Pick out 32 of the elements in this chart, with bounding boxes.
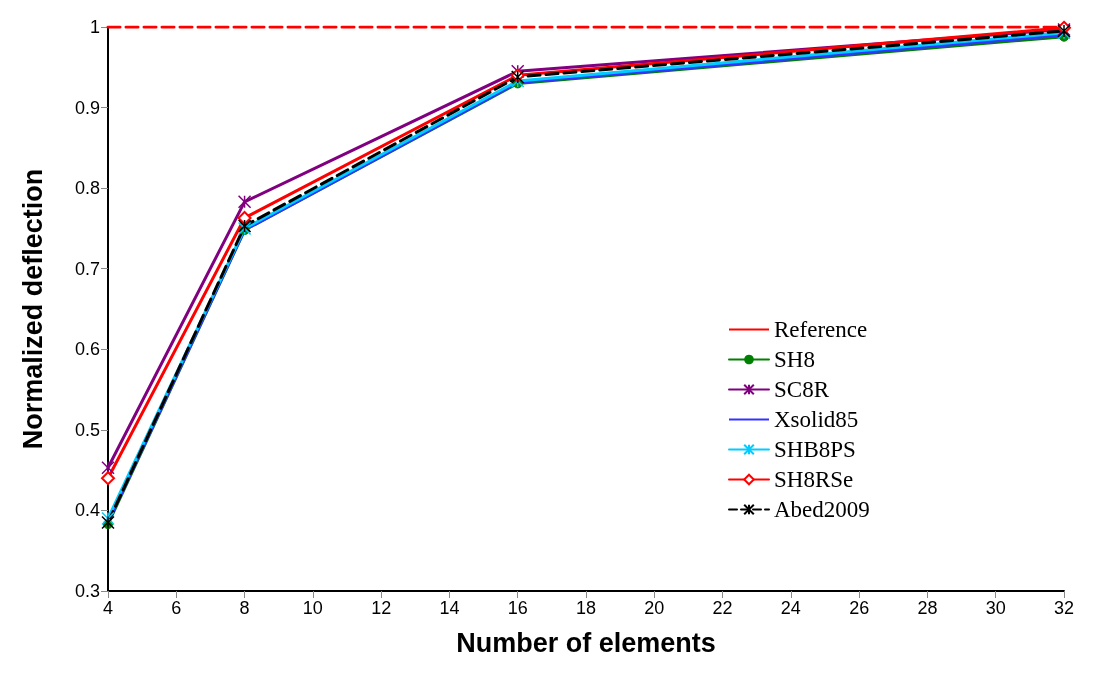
legend-label: Reference: [774, 317, 868, 342]
legend-label: SH8: [774, 347, 815, 372]
legend-label: SHB8PS: [774, 437, 856, 462]
y-tick-label: 0.3: [74, 581, 100, 601]
x-tick-label: 22: [712, 598, 733, 618]
y-tick-label: 0.9: [74, 97, 100, 118]
x-tick-label: 24: [780, 598, 801, 618]
legend-label: Abed2009: [774, 497, 870, 522]
y-tick-label: 1: [89, 17, 100, 37]
x-tick-label: 28: [917, 598, 938, 618]
x-tick-label: 16: [507, 598, 528, 618]
y-tick-label: 0.6: [74, 339, 100, 360]
x-tick-label: 20: [644, 598, 665, 618]
y-tick-label: 0.8: [74, 178, 100, 199]
legend-label: SC8R: [774, 377, 830, 402]
y-tick-label: 0.7: [74, 258, 100, 279]
x-tick-label: 8: [239, 598, 250, 618]
legend-label: Xsolid85: [774, 407, 859, 432]
legend-label: SH8RSe: [774, 467, 854, 492]
x-tick-label: 6: [171, 598, 182, 618]
x-tick-label: 14: [439, 598, 460, 618]
x-tick-label: 18: [575, 598, 597, 618]
x-tick-label: 26: [849, 598, 870, 618]
x-tick-label: 12: [371, 598, 392, 618]
x-axis-title: Number of elements: [456, 627, 716, 658]
x-tick-label: 30: [985, 598, 1006, 618]
x-tick-label: 4: [102, 598, 114, 618]
x-tick-label: 10: [302, 598, 323, 618]
x-tick-label: 32: [1053, 598, 1075, 618]
y-axis-title: Normalized deflection: [17, 168, 48, 450]
y-tick-label: 0.5: [74, 419, 100, 440]
y-tick-label: 0.4: [74, 500, 100, 521]
